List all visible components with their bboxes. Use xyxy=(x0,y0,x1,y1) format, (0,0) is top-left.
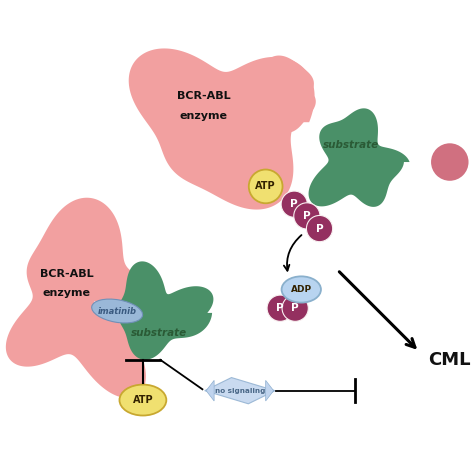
Text: substrate: substrate xyxy=(322,140,379,150)
Polygon shape xyxy=(229,55,316,133)
Text: BCR-ABL: BCR-ABL xyxy=(40,269,93,279)
Circle shape xyxy=(267,295,293,321)
Circle shape xyxy=(306,216,333,242)
Text: P: P xyxy=(316,224,323,234)
Text: no signaling: no signaling xyxy=(215,388,265,394)
Polygon shape xyxy=(117,261,213,360)
Circle shape xyxy=(281,191,307,217)
Polygon shape xyxy=(206,380,214,401)
Text: enzyme: enzyme xyxy=(180,111,228,121)
Text: imatinib: imatinib xyxy=(98,307,137,316)
Polygon shape xyxy=(309,109,410,207)
Text: ADP: ADP xyxy=(291,285,312,294)
Text: substrate: substrate xyxy=(131,328,187,338)
Polygon shape xyxy=(129,48,315,210)
Text: P: P xyxy=(303,211,310,221)
Polygon shape xyxy=(6,198,151,398)
Ellipse shape xyxy=(91,299,143,323)
Circle shape xyxy=(282,295,308,321)
Text: P: P xyxy=(291,199,298,209)
Ellipse shape xyxy=(282,276,321,302)
Circle shape xyxy=(431,143,468,181)
Circle shape xyxy=(294,203,320,229)
Polygon shape xyxy=(205,378,275,404)
Polygon shape xyxy=(265,380,273,401)
Text: BCR-ABL: BCR-ABL xyxy=(177,91,231,101)
Ellipse shape xyxy=(119,384,166,416)
Text: CML: CML xyxy=(428,351,471,369)
Text: ATP: ATP xyxy=(255,182,276,191)
Text: P: P xyxy=(292,303,299,313)
Text: ATP: ATP xyxy=(133,395,153,405)
Circle shape xyxy=(249,170,283,203)
Text: P: P xyxy=(276,303,284,313)
Text: enzyme: enzyme xyxy=(43,288,91,298)
